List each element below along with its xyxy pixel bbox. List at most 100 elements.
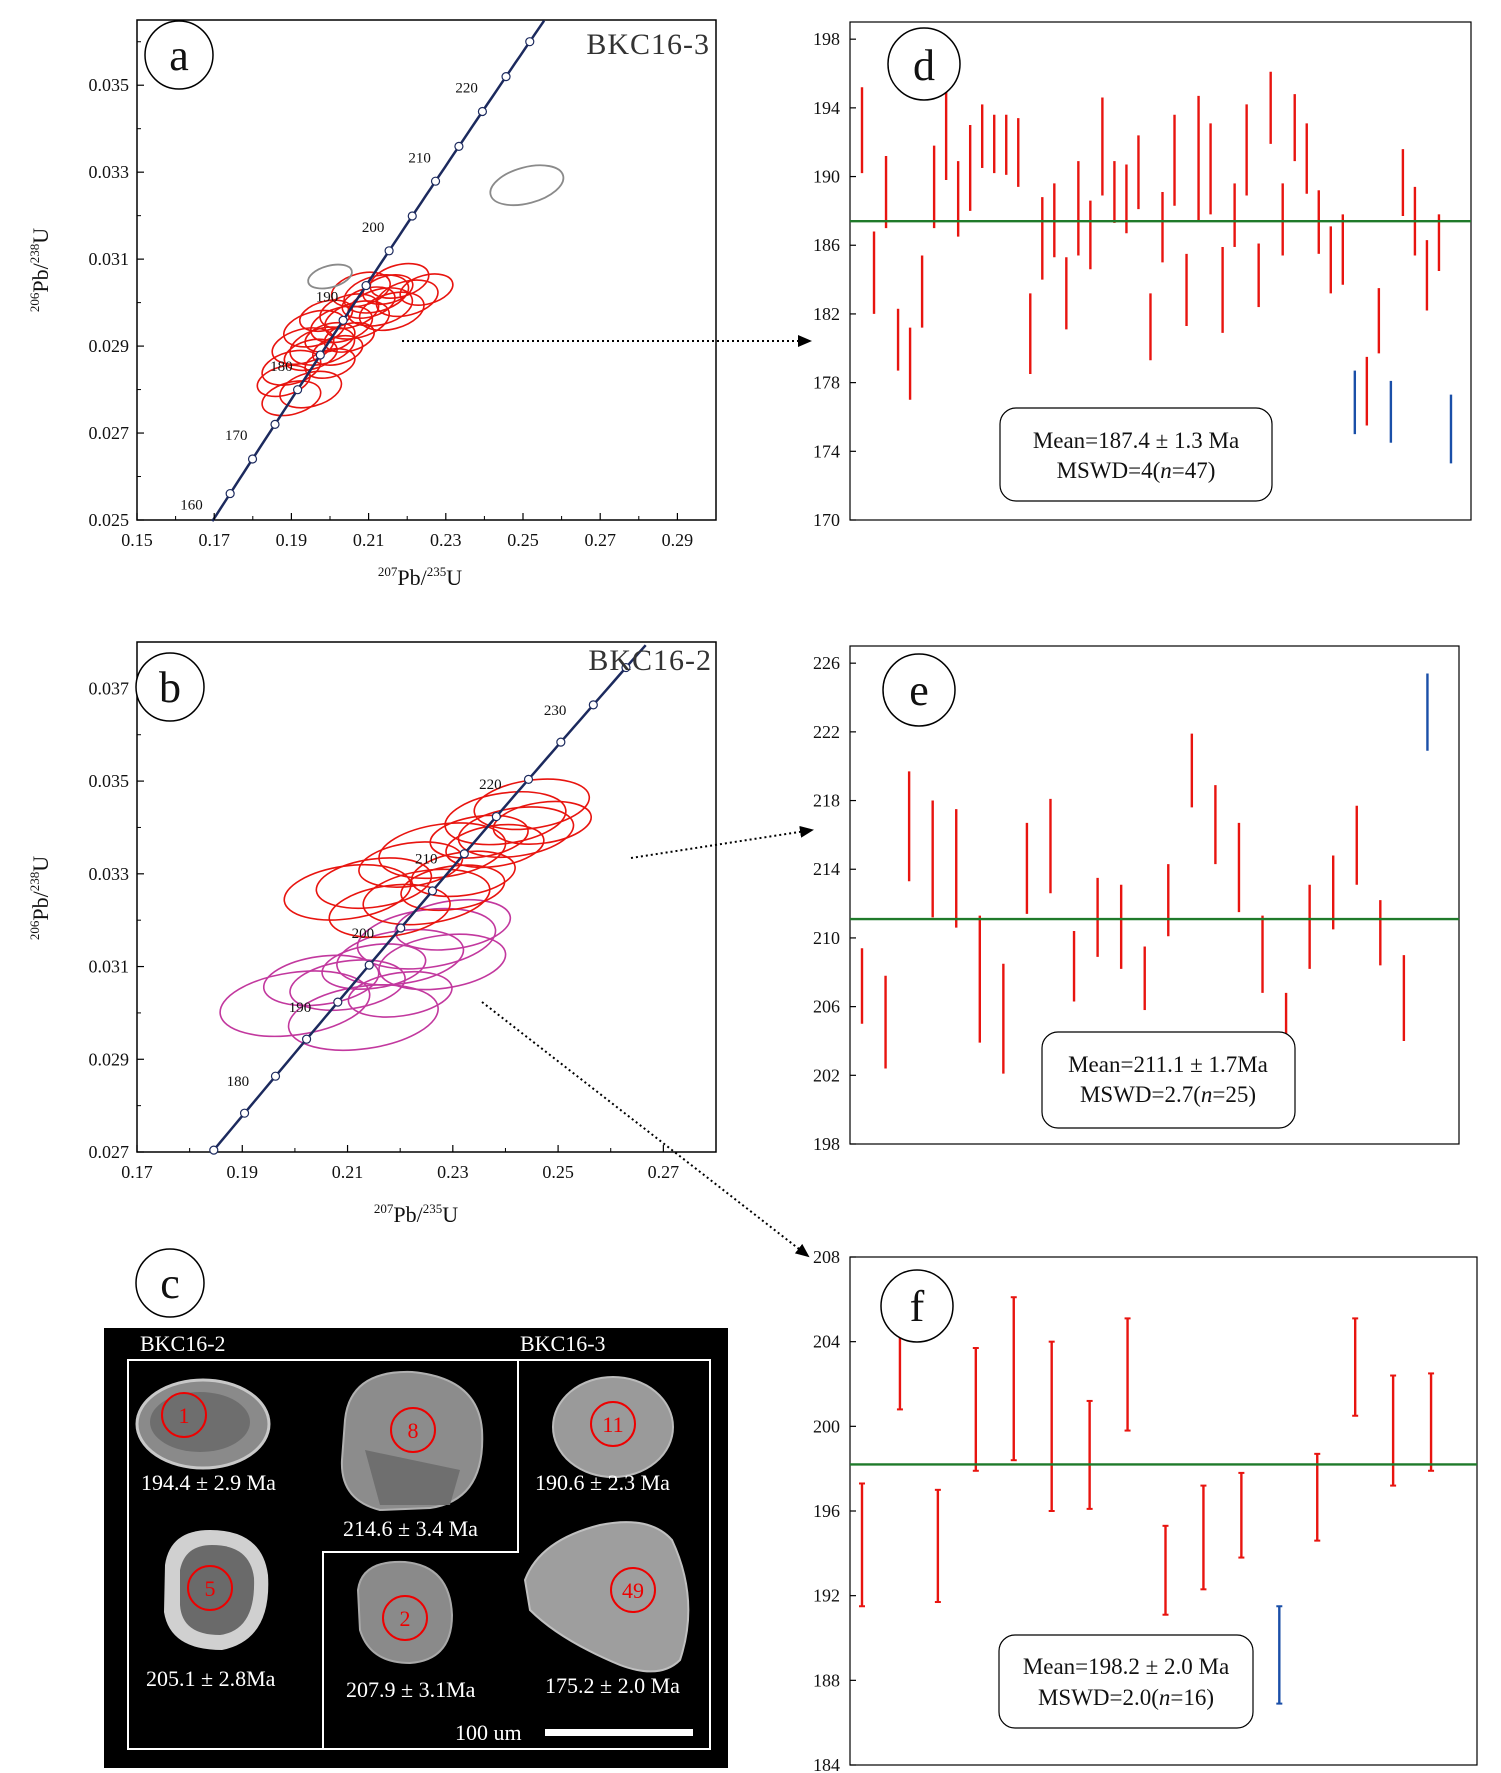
- concordia-age-marker: [556, 737, 566, 747]
- x-tick-label: 0.27: [648, 1162, 680, 1182]
- bkc16-3-frame: [323, 1359, 711, 1750]
- error-ellipse-red: [283, 863, 412, 921]
- y-axis-label-b: 206Pb/238U: [27, 856, 53, 940]
- x-tick-label: 0.15: [121, 530, 153, 550]
- x-tick-label: 0.25: [507, 530, 539, 550]
- y-axis-label-a: 206Pb/238U: [27, 228, 53, 312]
- error-ellipse-red: [279, 370, 343, 409]
- concordia-age-label: 210: [408, 150, 431, 166]
- concordia-age-marker: [427, 886, 438, 896]
- zircon-grain-11: [552, 1376, 674, 1478]
- y-tick-label: 226: [813, 653, 840, 673]
- y-tick-label: 186: [813, 235, 840, 255]
- zircon-grain-1: [135, 1378, 271, 1470]
- concordia-age-marker: [301, 1034, 312, 1044]
- concordia-age-marker: [525, 37, 535, 47]
- concordia-age-label: 160: [180, 497, 203, 513]
- y-tick-label: 194: [813, 98, 840, 118]
- y-tick-label: 0.033: [89, 162, 130, 182]
- y-tick-label: 222: [813, 722, 840, 742]
- concordia-plot-b: 180 190 200 210 220 230 0.17 0.19 0.21 0.23 0.25 0…: [27, 641, 717, 1227]
- y-tick-label: 210: [813, 928, 840, 948]
- concordia-age-marker: [501, 72, 511, 82]
- concordia-age-marker: [588, 700, 598, 710]
- panel-label-e: e: [909, 666, 929, 715]
- x-tick-label: 0.23: [437, 1162, 469, 1182]
- error-ellipse-red: [369, 262, 430, 299]
- error-ellipse-red: [256, 364, 311, 398]
- y-tick-label: 184: [813, 1755, 840, 1773]
- cl-image-panel: c BKC16-2 BKC16-3 1 8 11 5 2 49: [104, 1248, 728, 1768]
- x-tick-label: 0.19: [227, 1162, 259, 1182]
- error-ellipse-magenta: [289, 959, 406, 1011]
- x-tick-label: 0.27: [584, 530, 616, 550]
- panel-b-circle: [135, 652, 205, 722]
- grain-age-1: 194.4 ± 2.9 Ma: [141, 1470, 276, 1495]
- grain-number: 5: [205, 1576, 216, 1601]
- concordia-curve: [211, 19, 546, 522]
- concordia-age-label: 170: [225, 428, 248, 444]
- zircon-grain-5: [164, 1530, 269, 1650]
- error-ellipse-red: [445, 823, 545, 869]
- arrow-b-to-e: [630, 825, 814, 859]
- stats-box-e: [1041, 1031, 1296, 1129]
- concordia-age-label: 190: [289, 1000, 312, 1016]
- error-ellipse-red: [375, 279, 439, 318]
- grain-number: 1: [179, 1403, 190, 1428]
- mswd-text-e: MSWD=2.7(n=25): [1080, 1082, 1256, 1107]
- concordia-age-label: 210: [415, 852, 438, 868]
- error-ellipse-red: [358, 291, 425, 332]
- grain-number: 8: [408, 1418, 419, 1443]
- y-tick-label: 0.025: [89, 510, 130, 530]
- concordia-age-marker: [621, 662, 631, 673]
- error-ellipse-red: [315, 857, 433, 909]
- sample-label-right: BKC16-3: [520, 1331, 606, 1356]
- concordia-age-marker: [454, 141, 464, 151]
- grain-age-11: 190.6 ± 2.3 Ma: [535, 1470, 670, 1495]
- y-tick-label: 196: [813, 1501, 840, 1521]
- y-tick-label: 190: [813, 167, 840, 187]
- y-tick-label: 0.029: [89, 336, 130, 356]
- analysis-spot-circle: [161, 1392, 207, 1438]
- grain-age-49: 175.2 ± 2.0 Ma: [545, 1673, 680, 1698]
- concordia-age-label: 200: [352, 926, 375, 942]
- error-ellipse-magenta: [321, 943, 427, 990]
- concordia-age-marker: [209, 1145, 219, 1155]
- x-tick-label: 0.17: [121, 1162, 153, 1182]
- concordia-age-marker: [247, 454, 258, 464]
- concordia-plot-a: 160 170 180 190 200 210 220 0.15 0.17 0.19 0.21 0.…: [27, 19, 717, 590]
- panel-label-d: d: [913, 41, 935, 90]
- concordia-age-marker: [239, 1108, 250, 1118]
- concordia-age-marker: [491, 811, 501, 822]
- panel-label-b: b: [159, 663, 181, 712]
- x-tick-label: 0.23: [430, 530, 462, 550]
- sample-title-a: BKC16-3: [586, 28, 710, 61]
- x-tick-label: 0.21: [332, 1162, 364, 1182]
- y-tick-label: 208: [813, 1247, 840, 1267]
- zircon-grain-8: [340, 1370, 484, 1512]
- y-tick-label: 0.037: [89, 678, 130, 698]
- panel-a-circle: [144, 20, 214, 90]
- plot-frame-a: [136, 19, 717, 521]
- stats-box-f: [998, 1634, 1254, 1729]
- y-tick-label: 218: [813, 791, 840, 811]
- concordia-age-marker: [364, 960, 374, 970]
- y-tick-label: 170: [813, 510, 840, 530]
- concordia-age-marker: [459, 849, 469, 859]
- x-tick-label: 0.29: [662, 530, 694, 550]
- error-ellipse-red: [457, 806, 575, 858]
- mean-text-e: Mean=211.1 ± 1.7Ma: [1068, 1052, 1268, 1077]
- y-tick-label: 0.027: [89, 423, 130, 443]
- x-tick-label: 0.21: [353, 530, 385, 550]
- plot-frame-d: [849, 21, 1472, 521]
- weighted-mean-plot-d: 170 174 178 182 186 190 194 198 d Mean=187.4 ± …: [813, 21, 1472, 530]
- concordia-age-marker: [523, 774, 534, 784]
- scale-bar: [545, 1729, 693, 1736]
- concordia-age-marker: [293, 385, 303, 395]
- y-tick-label: 0.033: [89, 864, 130, 884]
- zircon-grain-2: [356, 1560, 454, 1665]
- error-ellipse-red: [347, 287, 414, 327]
- y-tick-label: 192: [813, 1586, 840, 1606]
- concordia-age-label: 190: [316, 289, 339, 305]
- y-tick-label: 202: [813, 1065, 840, 1085]
